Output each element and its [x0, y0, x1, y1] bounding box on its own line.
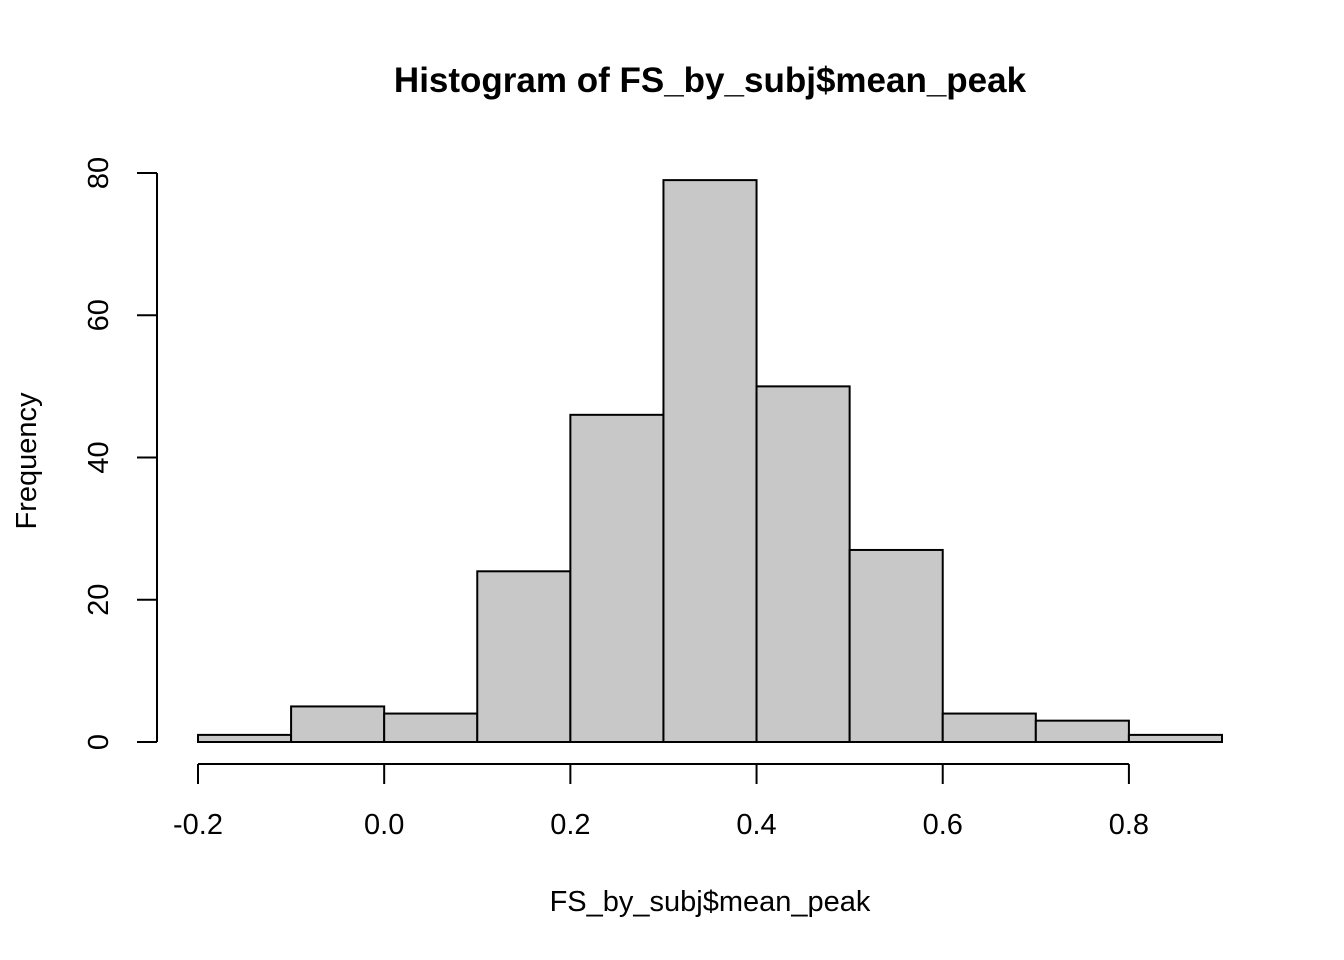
y-tick-label: 60: [83, 299, 115, 331]
y-tick-label: 20: [83, 584, 115, 616]
x-axis: -0.2 0.0 0.2 0.4 0.6 0.8: [173, 763, 1149, 841]
chart-title: Histogram of FS_by_subj$mean_peak: [394, 61, 1027, 100]
histogram-bar: [1034, 719, 1130, 743]
x-tick-label: 0.4: [736, 809, 776, 841]
histogram-bar: [662, 179, 758, 744]
histogram-bar: [569, 413, 665, 743]
x-tick-label: 0.8: [1109, 809, 1149, 841]
x-tick-label: 0.6: [923, 809, 963, 841]
y-axis-label: Frequency: [11, 392, 43, 530]
histogram-bar: [848, 548, 944, 744]
x-tick-label: -0.2: [173, 809, 223, 841]
x-tick-label: 0.2: [550, 809, 590, 841]
histogram-bar: [941, 712, 1037, 743]
x-tick-label: 0.0: [364, 809, 404, 841]
bars-group: [197, 179, 1223, 744]
x-axis-label: FS_by_subj$mean_peak: [550, 886, 871, 918]
y-tick-label: 80: [83, 157, 115, 189]
histogram-bar: [290, 705, 386, 743]
histogram-bar: [1127, 733, 1223, 744]
y-tick-label: 40: [83, 441, 115, 473]
histogram-bar: [755, 385, 851, 743]
histogram-bar: [197, 733, 293, 744]
y-tick-label: 0: [83, 734, 115, 750]
histogram-bar: [476, 570, 572, 743]
y-axis: 0 20 40 60 80: [83, 157, 158, 750]
histogram-bar: [383, 712, 479, 743]
